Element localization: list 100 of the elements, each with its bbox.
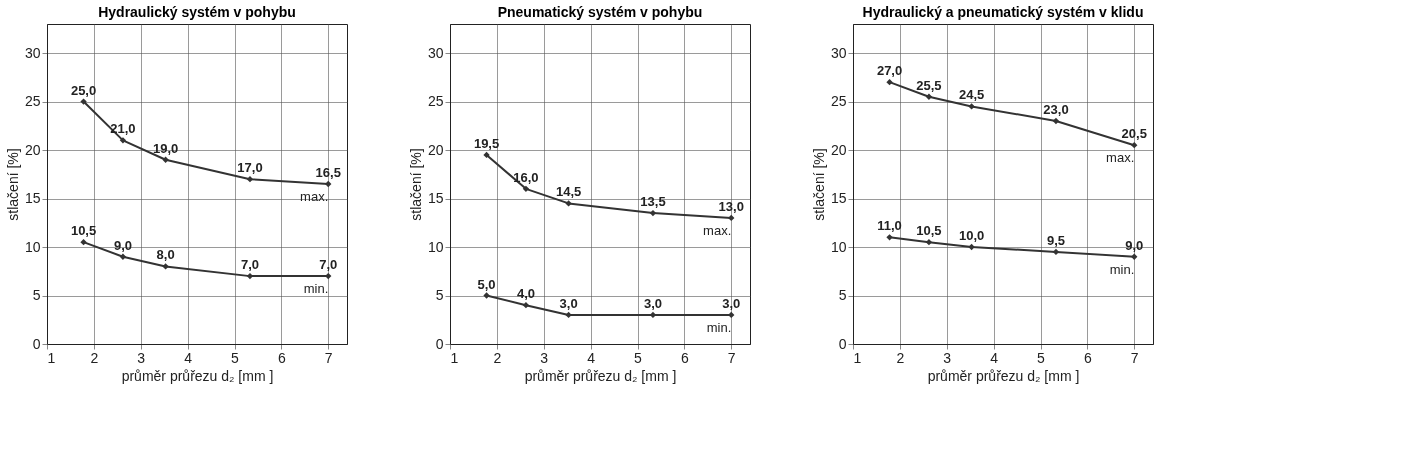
y-tick-label: 25 xyxy=(427,93,444,110)
x-tick-label: 4 xyxy=(587,349,596,366)
chart-title: Pneumatický systém v pohybu xyxy=(497,4,703,20)
data-label: 3,0 xyxy=(559,295,578,311)
y-tick-label: 15 xyxy=(427,190,444,207)
point xyxy=(119,253,127,260)
data-label: 7,0 xyxy=(319,257,338,273)
y-axis-title: stlačení [%] xyxy=(407,148,424,221)
x-tick-label: 7 xyxy=(324,349,333,366)
data-label: 19,0 xyxy=(152,140,179,156)
data-label: 13,5 xyxy=(640,194,666,210)
x-tick-label: 3 xyxy=(943,349,952,366)
data-label: 25,0 xyxy=(70,82,97,98)
x-tick-label: 5 xyxy=(231,349,240,366)
y-tick-label: 20 xyxy=(427,141,444,158)
point xyxy=(1131,253,1138,260)
y-tick-label: 20 xyxy=(24,141,41,158)
point xyxy=(565,311,572,319)
x-axis-title: průměr průřezu d₂ [mm ] xyxy=(524,367,677,384)
y-tick-label: 10 xyxy=(24,238,41,255)
data-label: 3,0 xyxy=(643,295,663,311)
series-label: max. xyxy=(703,222,732,238)
series-label: max. xyxy=(300,189,329,204)
y-tick-label: 25 xyxy=(24,93,41,110)
x-tick-label: 1 xyxy=(853,349,862,366)
point xyxy=(325,180,332,188)
data-label: 9,0 xyxy=(113,237,132,253)
point xyxy=(483,151,490,159)
y-tick-label: 10 xyxy=(427,238,444,255)
point xyxy=(728,214,735,222)
series-label: min. xyxy=(706,319,732,335)
point xyxy=(968,243,975,251)
x-tick-label: 4 xyxy=(184,349,193,366)
point xyxy=(565,200,572,207)
point xyxy=(522,302,530,309)
point xyxy=(522,185,530,193)
point xyxy=(1052,117,1060,125)
y-tick-label: 0 xyxy=(838,335,847,352)
y-tick-label: 30 xyxy=(830,44,847,61)
x-tick-label: 5 xyxy=(634,349,643,366)
data-label: 27,0 xyxy=(876,63,903,79)
x-axis-title: průměr průřezu d₂ [mm ] xyxy=(121,367,274,384)
point xyxy=(80,239,87,246)
data-label: 9,0 xyxy=(1125,237,1144,253)
y-tick-label: 5 xyxy=(838,287,847,304)
data-label: 5,0 xyxy=(477,276,496,292)
y-tick-label: 20 xyxy=(830,141,847,158)
x-tick-label: 6 xyxy=(680,349,689,366)
point xyxy=(1052,248,1060,256)
point xyxy=(119,137,127,144)
data-label: 21,0 xyxy=(110,121,136,137)
series-label: min. xyxy=(1109,261,1135,277)
point xyxy=(162,263,169,270)
y-tick-label: 0 xyxy=(32,335,41,352)
data-label: 3,0 xyxy=(722,295,741,311)
chart-title: Hydraulický systém v pohybu xyxy=(98,4,296,20)
point xyxy=(246,175,254,183)
point xyxy=(80,98,87,105)
x-tick-label: 2 xyxy=(896,349,905,366)
x-tick-label: 7 xyxy=(727,349,736,366)
x-tick-label: 5 xyxy=(1037,349,1046,366)
point xyxy=(325,272,332,280)
x-tick-label: 7 xyxy=(1130,349,1139,366)
x-tick-label: 2 xyxy=(90,349,99,366)
data-label: 24,5 xyxy=(958,87,985,103)
point xyxy=(886,234,893,241)
point xyxy=(925,239,933,246)
data-label: 20,5 xyxy=(1121,126,1147,142)
data-label: 16,0 xyxy=(513,169,539,185)
x-tick-label: 1 xyxy=(450,349,459,366)
y-tick-label: 10 xyxy=(830,238,847,255)
x-tick-label: 4 xyxy=(990,349,999,366)
data-label: 10,0 xyxy=(958,228,985,244)
point xyxy=(728,311,735,319)
y-tick-label: 5 xyxy=(435,287,444,304)
data-label: 19,5 xyxy=(473,135,500,151)
y-axis-title: stlačení [%] xyxy=(810,148,827,221)
x-axis-title: průměr průřezu d₂ [mm ] xyxy=(927,367,1080,384)
series-label: max. xyxy=(1106,150,1135,166)
x-tick-label: 6 xyxy=(277,349,286,366)
x-tick-label: 6 xyxy=(1083,349,1092,366)
point xyxy=(1131,142,1138,149)
chart-title: Hydraulický a pneumatický systém v klidu xyxy=(862,4,1144,20)
data-label: 4,0 xyxy=(516,286,535,302)
y-axis-title: stlačení [%] xyxy=(4,148,21,221)
point xyxy=(649,209,657,217)
data-label: 14,5 xyxy=(555,184,582,200)
y-tick-label: 30 xyxy=(24,44,41,61)
data-label: 11,0 xyxy=(877,218,902,234)
point xyxy=(886,79,893,86)
data-label: 13,0 xyxy=(718,198,744,214)
point xyxy=(968,103,975,110)
x-tick-label: 1 xyxy=(47,349,56,366)
data-label: 16,5 xyxy=(315,165,341,180)
series-label: min. xyxy=(303,281,329,297)
data-label: 10,5 xyxy=(70,223,97,239)
data-label: 23,0 xyxy=(1043,101,1069,117)
point xyxy=(925,93,933,100)
data-label: 9,5 xyxy=(1046,232,1066,248)
data-label: 17,0 xyxy=(237,160,263,176)
